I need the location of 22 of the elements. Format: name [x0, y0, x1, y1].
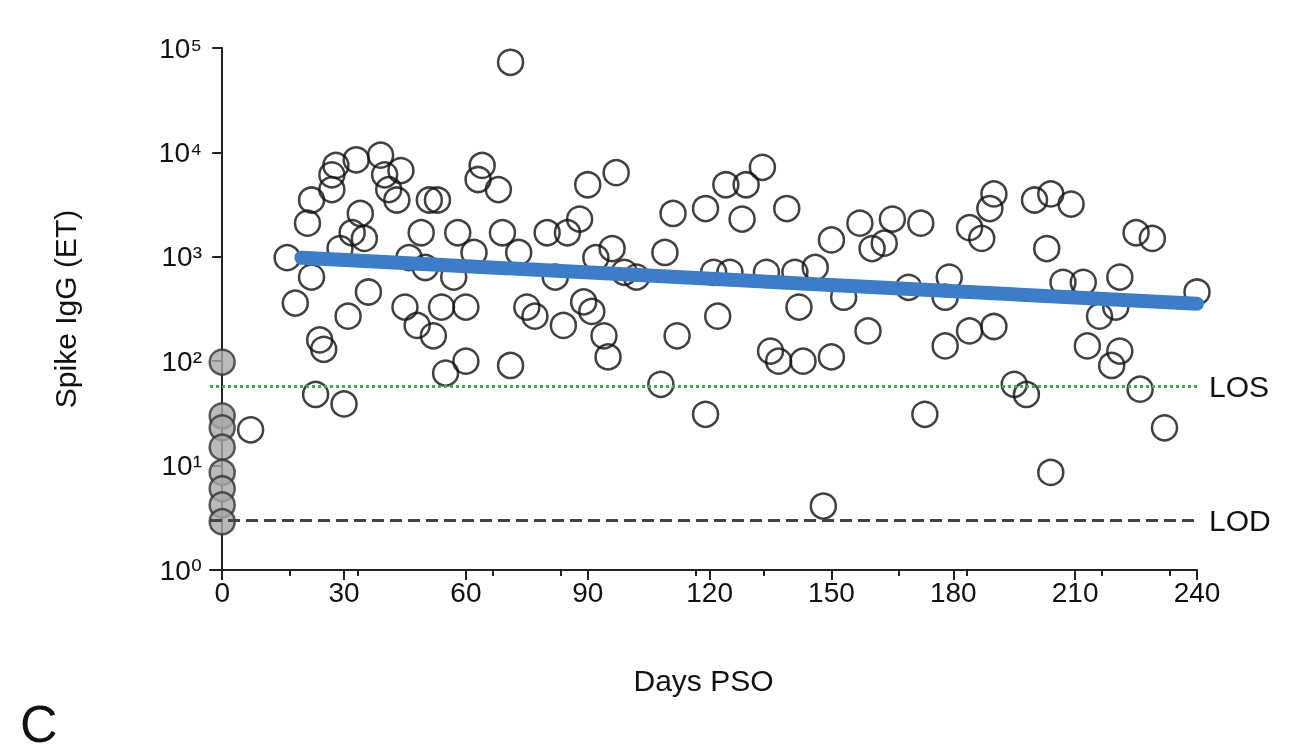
- x-tick-label: 0: [214, 576, 230, 608]
- ref-line-label: LOS: [1209, 370, 1270, 404]
- x-tick-label: 30: [328, 576, 360, 608]
- y-axis-title: Spike IgG (ET): [48, 209, 82, 409]
- x-tick-label: 90: [572, 576, 604, 608]
- x-tick-label: 150: [808, 576, 855, 608]
- x-tick-label: 120: [686, 576, 733, 608]
- ref-line-label: LOD: [1209, 503, 1271, 537]
- y-tick-label: 10³: [161, 241, 202, 273]
- y-tick-label: 10⁴: [158, 136, 202, 168]
- point: [208, 348, 236, 376]
- text: C: [20, 695, 58, 750]
- y-tick-label: 10⁰: [159, 554, 202, 586]
- point: [208, 433, 236, 461]
- y-tick-label: 10²: [161, 345, 202, 377]
- x-axis-title: Days PSO: [633, 663, 774, 697]
- x-tick-label: 210: [1051, 576, 1099, 608]
- y-tick-label: 10⁵: [159, 32, 202, 64]
- x-tick-label: 240: [1173, 576, 1221, 608]
- y-tick-label: 10¹: [161, 450, 202, 482]
- x-tick-label: 180: [929, 576, 977, 608]
- x-tick-label: 60: [450, 576, 482, 608]
